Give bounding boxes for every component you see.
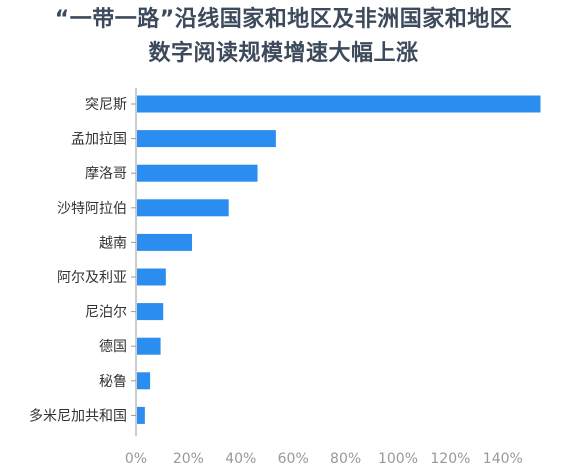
x-tick-label: 0%	[125, 451, 147, 467]
category-label: 越南	[99, 235, 127, 251]
category-label: 摩洛哥	[85, 165, 127, 182]
x-tick-label: 120%	[430, 451, 470, 467]
category-label: 阿尔及利亚	[57, 270, 127, 286]
chart-title: “一带一路”沿线国家和地区及非洲国家和地区	[54, 7, 513, 32]
category-label: 孟加拉国	[71, 132, 127, 148]
category-label: 多米尼加共和国	[29, 407, 127, 424]
bar	[137, 130, 276, 148]
bar	[137, 337, 161, 355]
x-tick-label: 40%	[225, 451, 256, 467]
bar	[137, 95, 541, 113]
x-tick-label: 100%	[378, 451, 418, 467]
x-tick-label: 60%	[278, 451, 309, 467]
bar	[137, 164, 258, 182]
x-tick-label: 20%	[173, 451, 204, 467]
bar	[137, 372, 151, 390]
category-label: 秘鲁	[99, 374, 127, 390]
bar	[137, 303, 164, 321]
x-tick-label: 140%	[483, 451, 523, 467]
bar	[137, 406, 145, 424]
bar	[137, 199, 229, 217]
category-label: 沙特阿拉伯	[57, 201, 127, 217]
bar	[137, 233, 193, 251]
x-tick-label: 80%	[330, 451, 361, 467]
chart-subtitle: 数字阅读规模增速大幅上涨	[148, 41, 419, 66]
bar	[137, 268, 166, 286]
category-label: 德国	[99, 339, 127, 355]
category-label: 尼泊尔	[85, 305, 127, 321]
category-label: 突尼斯	[85, 97, 127, 113]
